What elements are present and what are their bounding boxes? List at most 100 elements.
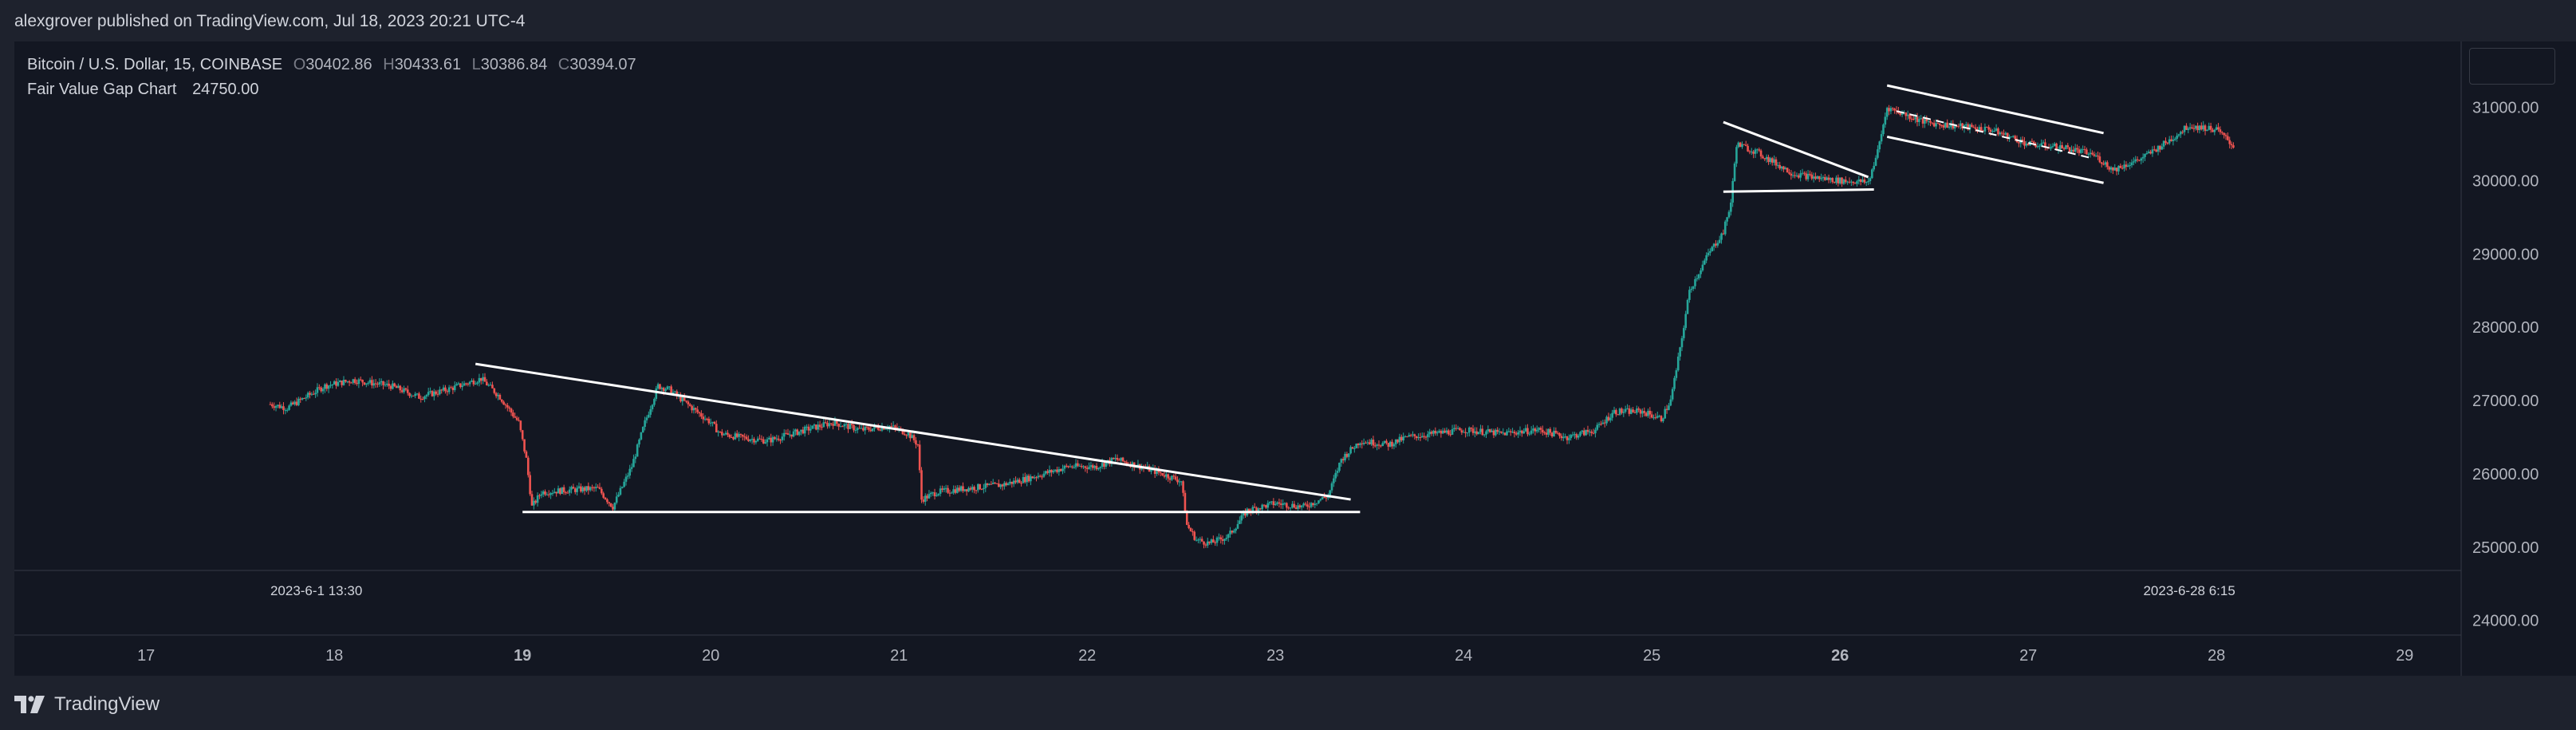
candle-body — [570, 487, 573, 490]
candle-body — [2040, 143, 2043, 146]
candle-body — [884, 428, 887, 430]
candle-body — [742, 434, 744, 437]
candle-body — [1071, 466, 1073, 468]
candle-body — [2188, 127, 2192, 129]
candle-body — [388, 383, 390, 386]
candle-body — [325, 384, 329, 389]
candle-body — [321, 389, 325, 392]
candle-body — [1920, 118, 1922, 120]
candle-body — [1199, 539, 1202, 540]
candle-body — [754, 440, 758, 443]
price-scale-box[interactable] — [2469, 48, 2555, 85]
price-chart[interactable]: 24000.00 25000.00 26000.00 27000.00 28000.00… — [14, 41, 2576, 676]
candle-body — [1865, 181, 1868, 183]
candle-body — [963, 489, 967, 491]
candle-body — [2125, 164, 2128, 168]
candle-body — [1321, 496, 1324, 499]
candle-body — [301, 397, 304, 400]
chart-pane[interactable]: 24000.00 25000.00 26000.00 27000.00 28000.00… — [14, 41, 2576, 676]
candle-body — [512, 412, 514, 417]
candle-body — [1741, 144, 1743, 148]
candle-body — [1255, 507, 1258, 511]
candle-body — [392, 383, 394, 389]
candle-body — [1532, 428, 1534, 431]
candle-body — [916, 444, 920, 445]
candle-body — [2062, 148, 2066, 150]
candle-body — [1594, 429, 1597, 434]
candle-body — [1873, 165, 1875, 170]
candle-body — [606, 499, 609, 503]
candle-body — [1968, 124, 1971, 130]
tradingview-brand[interactable]: TradingView — [14, 693, 160, 716]
candle-body — [655, 388, 658, 399]
candle-body — [277, 404, 279, 406]
x-tick-label: 19 — [514, 647, 531, 665]
candle-body — [924, 495, 927, 502]
candle-body — [1765, 156, 1768, 160]
candle-body — [1193, 531, 1196, 540]
candle-body — [1105, 462, 1108, 467]
candle-body — [1669, 399, 1672, 406]
candle-body — [1022, 476, 1025, 483]
candle-body — [1874, 157, 1877, 166]
candle-body — [901, 428, 904, 435]
candle-body — [1323, 496, 1325, 498]
candle-body — [1762, 156, 1764, 159]
candle-body — [324, 384, 326, 389]
candle-body — [479, 377, 483, 381]
candle-body — [1279, 503, 1282, 505]
candle-body — [747, 439, 750, 441]
candle-body — [1644, 412, 1648, 416]
candle-body — [933, 492, 936, 497]
candle-body — [1562, 436, 1565, 439]
candle-body — [1723, 221, 1727, 235]
candle-body — [983, 487, 985, 490]
candle-body — [1368, 442, 1371, 444]
candle-body — [1225, 537, 1228, 539]
candle-body — [2087, 154, 2090, 156]
candle-body — [1786, 168, 1789, 173]
candle-body — [1517, 432, 1519, 435]
candle-body — [1953, 125, 1956, 129]
candle-body — [1744, 144, 1747, 146]
candle-body — [346, 381, 349, 382]
candle-body — [1617, 414, 1620, 416]
candle-body — [1737, 142, 1740, 148]
descending-triangle-resistance — [475, 362, 1351, 501]
candle-body — [1259, 508, 1262, 510]
candle-body — [1274, 503, 1277, 506]
candle-body — [2187, 128, 2190, 130]
candle-body — [1215, 537, 1219, 543]
candle-body — [2217, 127, 2220, 130]
candle-body — [1423, 436, 1425, 437]
candle-body — [1392, 444, 1396, 447]
candle-body — [1993, 130, 1996, 132]
candle-body — [1084, 466, 1087, 468]
candle-body — [1560, 436, 1563, 439]
candle-body — [1889, 108, 1893, 112]
candle-body — [2208, 125, 2211, 130]
candle-body — [1837, 177, 1840, 183]
candle-body — [1033, 477, 1036, 479]
candle-body — [1867, 181, 1869, 183]
candle-body — [1377, 444, 1381, 446]
candle-body — [395, 386, 398, 389]
candle-body — [932, 492, 934, 494]
candle-body — [700, 413, 703, 417]
candle-body — [1038, 475, 1042, 477]
candle-body — [2093, 154, 2096, 156]
candle-body — [1921, 118, 1924, 124]
candle-body — [632, 459, 635, 468]
candle-body — [624, 476, 628, 482]
candle-body — [1899, 112, 1902, 115]
candle-body — [1671, 389, 1674, 400]
candle-body — [1001, 484, 1004, 487]
candle-body — [1959, 123, 1962, 126]
candle-body — [1383, 440, 1386, 444]
candle-body — [666, 386, 669, 389]
candle-body — [1577, 436, 1580, 438]
candle-body — [498, 394, 502, 400]
candle-body — [847, 424, 849, 429]
candle-body — [1888, 108, 1890, 112]
candle-body — [1197, 539, 1199, 541]
